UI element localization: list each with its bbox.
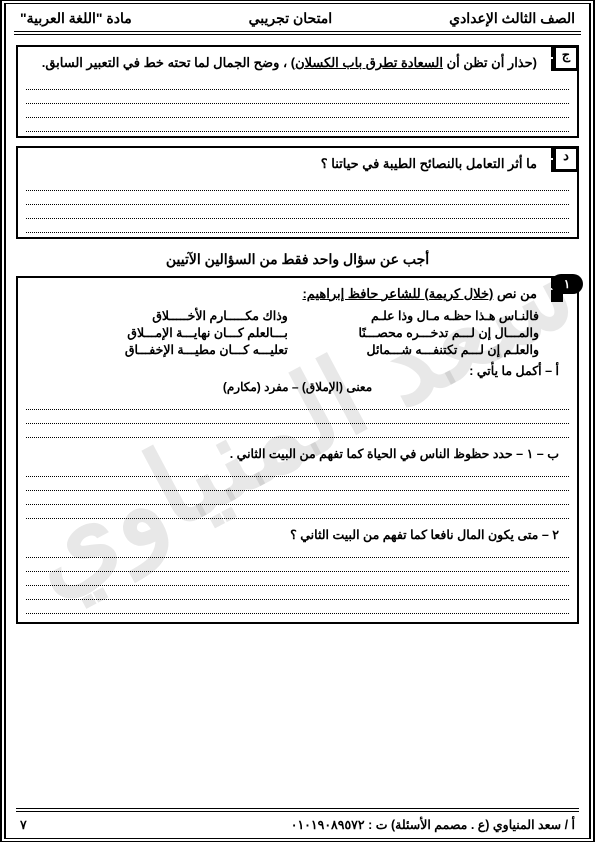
answer-line [26, 410, 569, 424]
question-text-c: (حذار أن تظن أن السعادة تطرق باب الكسلان… [26, 53, 537, 74]
question-box-c: ج (حذار أن تظن أن السعادة تطرق باب الكسل… [16, 45, 579, 138]
poem-line: والعلـم إن لـــم تكتنفـــه شـــمائل تعلي… [56, 342, 539, 357]
answer-line [26, 600, 569, 614]
answer-line [26, 76, 569, 90]
question-number-1: ١ [551, 274, 583, 294]
answer-line [26, 505, 569, 519]
answer-line [26, 191, 569, 205]
sub-question-a: أ – أكمل ما يأتي : [36, 363, 559, 378]
footer-page-number: ٧ [20, 817, 27, 832]
page-header: الصف الثالث الإعدادي امتحان تجريبي مادة … [6, 4, 589, 31]
sub-question-b1: ب – ١ – حدد حظوظ الناس في الحياة كما تفه… [36, 446, 559, 461]
answer-line [26, 424, 569, 438]
poem-block: فالنـاس هـذا حظـه مـال وذا علـم وذاك مكـ… [56, 308, 539, 357]
answer-line [26, 219, 569, 233]
question-box-d: د ما أثر التعامل بالنصائح الطيبة في حيات… [16, 146, 579, 239]
page-footer: أ / سعد المنياوي (ع . مصمم الأسئلة) ت : … [20, 817, 575, 832]
header-grade: الصف الثالث الإعدادي [449, 10, 575, 27]
question-title-1: من نص (خلال كريمة) للشاعر حافظ إبراهيم: [26, 284, 537, 305]
question-label-c: ج [553, 45, 579, 71]
answer-line [26, 586, 569, 600]
poem-line: فالنـاس هـذا حظـه مـال وذا علـم وذاك مكـ… [56, 308, 539, 323]
answer-line [26, 544, 569, 558]
footer-divider [16, 808, 579, 812]
poem-line: والمـــال إن لـــم تدخـــره محصـــنًا بـ… [56, 325, 539, 340]
question-box-1: ١ من نص (خلال كريمة) للشاعر حافظ إبراهيم… [16, 276, 579, 625]
answer-line [26, 177, 569, 191]
answer-line [26, 572, 569, 586]
header-divider [14, 31, 581, 35]
sub-question-b2: ٢ – متى يكون المال نافعا كما تفهم من الب… [36, 527, 559, 542]
question-text-d: ما أثر التعامل بالنصائح الطيبة في حياتنا… [26, 154, 537, 175]
answer-line [26, 558, 569, 572]
answer-line [26, 463, 569, 477]
answer-line [26, 396, 569, 410]
answer-line [26, 90, 569, 104]
section-instruction: أجب عن سؤال واحد فقط من السؤالين الآتيين [6, 251, 589, 268]
sub-a-hint: معنى (الإملاق) – مفرد (مكارم) [26, 380, 569, 394]
answer-line [26, 477, 569, 491]
answer-line [26, 118, 569, 132]
answer-line [26, 205, 569, 219]
header-subject: مادة "اللغة العربية" [20, 10, 132, 27]
header-title: امتحان تجريبي [249, 10, 333, 27]
footer-author: أ / سعد المنياوي (ع . مصمم الأسئلة) ت : … [291, 817, 575, 832]
question-label-d: د [553, 146, 579, 172]
answer-line [26, 104, 569, 118]
answer-line [26, 491, 569, 505]
